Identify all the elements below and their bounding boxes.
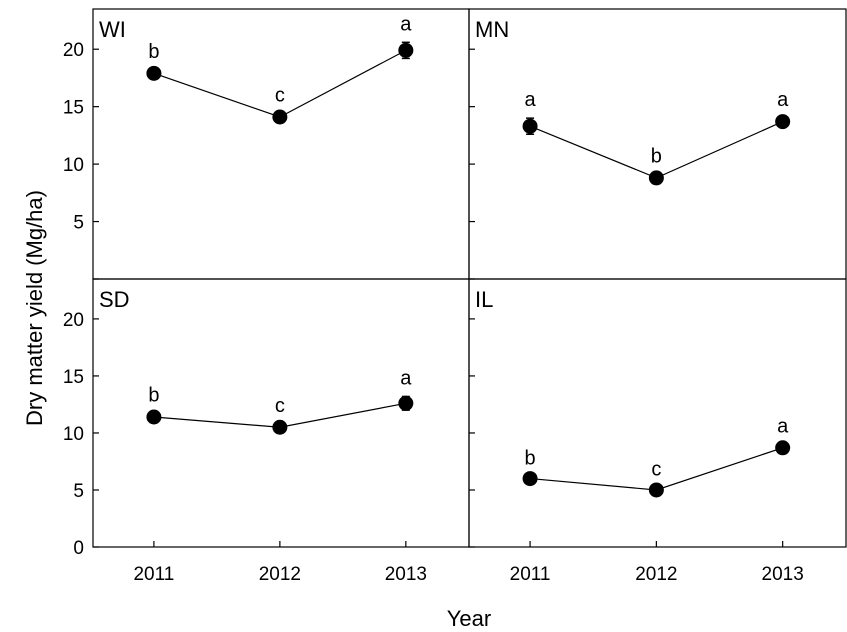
panels-layer: b c a WI a b a MN b c a SD b c a IL	[92, 8, 847, 548]
y-tick-label: 15	[63, 367, 84, 388]
significance-letter: a	[400, 367, 412, 389]
y-axis-title: Dry matter yield (Mg/ha)	[22, 190, 47, 426]
significance-letter: b	[148, 41, 159, 63]
data-point	[522, 471, 538, 487]
y-tick-label: 10	[63, 424, 84, 445]
data-point	[775, 440, 791, 456]
y-tick-label: 5	[73, 481, 84, 502]
panel-il: b c a IL	[468, 278, 847, 548]
significance-letter: a	[525, 89, 537, 111]
x-axis-title: Year	[447, 606, 491, 631]
data-point	[648, 482, 664, 498]
panel-frame	[468, 8, 847, 280]
ticks-layer: 5 10 15 20 0 5 10 15 20 2011 2012 2013 2011 2012 2013	[63, 40, 804, 585]
y-tick-label: 10	[63, 155, 84, 176]
significance-letter: a	[777, 415, 789, 437]
significance-letter: c	[651, 459, 661, 481]
x-tick-label: 2012	[259, 564, 301, 585]
significance-letter: b	[651, 145, 662, 167]
panel-sd: b c a SD	[92, 278, 470, 548]
data-point	[146, 65, 162, 81]
x-tick-label: 2013	[762, 564, 804, 585]
data-point	[272, 109, 288, 125]
significance-letter: b	[525, 447, 536, 469]
panel-label: MN	[475, 17, 509, 42]
significance-letter: a	[777, 89, 789, 111]
x-tick-label: 2011	[133, 564, 174, 585]
panel-label: WI	[99, 17, 126, 42]
panel-frame	[468, 278, 847, 548]
data-point	[648, 170, 664, 186]
panel-label: SD	[99, 287, 130, 312]
data-point	[272, 419, 288, 435]
panel-label: IL	[475, 287, 493, 312]
panel-mn: a b a MN	[468, 8, 847, 280]
y-tick-label: 15	[63, 98, 84, 119]
data-point	[775, 114, 791, 130]
data-point	[522, 118, 538, 134]
data-point	[146, 409, 162, 425]
significance-letter: c	[275, 395, 285, 417]
significance-letter: a	[400, 13, 412, 35]
x-tick-label: 2013	[385, 564, 427, 585]
data-point	[398, 42, 414, 58]
x-tick-label: 2011	[510, 564, 551, 585]
y-tick-label: 20	[63, 40, 84, 61]
y-tick-label: 20	[63, 310, 84, 331]
x-tick-label: 2012	[635, 564, 677, 585]
y-tick-label: 0	[73, 538, 84, 559]
y-tick-label: 5	[73, 213, 84, 234]
significance-letter: c	[275, 85, 285, 107]
panel-wi: b c a WI	[92, 8, 470, 280]
data-point	[398, 395, 414, 411]
significance-letter: b	[148, 385, 159, 407]
